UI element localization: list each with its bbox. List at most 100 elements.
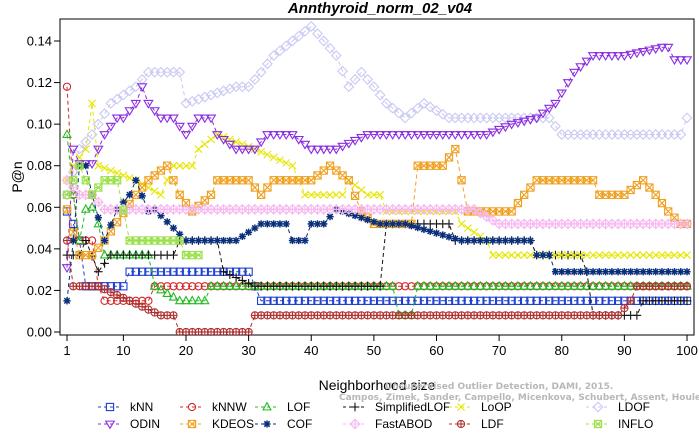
data-point-cof [633, 268, 641, 276]
data-point-cof [157, 212, 165, 220]
x-axis: 1 10 20 30 40 50 60 70 80 90 100 [63, 335, 698, 358]
data-point-knn [131, 267, 141, 276]
data-point-odin [456, 131, 467, 140]
data-point-knn [369, 296, 379, 305]
data-point-cof [614, 268, 622, 276]
data-point-lof [62, 129, 72, 138]
data-point-ldof [543, 112, 555, 124]
data-point-ldof [399, 112, 411, 124]
data-point-cof [457, 236, 466, 245]
data-point-cof [464, 236, 472, 245]
data-point-knn [375, 296, 385, 305]
data-point-kdeos [175, 190, 184, 199]
data-point-loop [620, 251, 629, 260]
data-point-loop [113, 169, 122, 177]
data-point-knnw [188, 282, 197, 291]
data-point-lof [594, 280, 605, 290]
data-point-knn [282, 296, 291, 305]
x-tick-label: 30 [241, 343, 255, 358]
data-point-odin [318, 145, 330, 155]
data-point-cof [238, 232, 246, 240]
x-tick-label: 1 [63, 343, 70, 358]
x-tick-label: 100 [676, 343, 698, 358]
data-point-odin [575, 63, 586, 73]
data-point-ldof [550, 120, 561, 132]
data-point-cof [263, 220, 272, 228]
data-point-ldof [418, 97, 430, 109]
data-point-ldof [224, 83, 236, 95]
data-point-lof [181, 295, 191, 305]
data-point-lof [80, 203, 91, 213]
data-point-loop [614, 251, 623, 260]
data-point-lof [606, 280, 617, 290]
data-point-ldof [355, 66, 367, 78]
data-point-cof [520, 236, 528, 245]
data-point-loop [106, 166, 115, 175]
data-point-odin [399, 131, 411, 140]
data-point-kdeos [131, 190, 141, 199]
data-point-kdeos [645, 183, 654, 192]
data-point-cof [226, 236, 234, 245]
x-tick-label: 90 [617, 343, 631, 358]
data-point-knn [344, 296, 353, 305]
data-point-ldof [180, 97, 192, 109]
data-point-lof [168, 291, 179, 301]
data-point-knn [325, 296, 335, 305]
data-point-kdeos [112, 218, 122, 227]
data-point-ldof [675, 129, 687, 140]
data-point-lof [193, 295, 204, 305]
data-point-odin [99, 131, 110, 140]
legend-swatch-marker [105, 402, 115, 412]
data-point-simplifiedlof [375, 281, 385, 291]
data-point-loop [307, 190, 316, 199]
y-axis: 0.00 0.02 0.04 0.06 0.08 0.10 0.12 0.14 [27, 34, 60, 340]
data-point-odin [324, 145, 336, 155]
data-point-knn [181, 267, 191, 276]
data-point-kdeos [350, 191, 360, 201]
data-point-loop [507, 251, 516, 260]
data-point-loop [457, 219, 466, 228]
legend-swatch-marker [457, 403, 465, 411]
data-point-odin [249, 145, 261, 155]
data-point-ldf [626, 296, 635, 305]
data-point-kdeos [507, 207, 516, 216]
data-point-odin [143, 99, 154, 109]
data-point-cof [639, 268, 647, 276]
data-point-knn [263, 296, 272, 305]
data-point-odin [556, 89, 568, 99]
data-point-cof [270, 220, 278, 228]
data-point-cof [570, 268, 578, 276]
data-point-loop [88, 99, 97, 108]
data-point-knn [350, 296, 360, 305]
data-point-loop [338, 190, 347, 199]
data-point-cof [251, 224, 259, 232]
data-point-loop [557, 251, 566, 260]
data-point-simplifiedlof [238, 276, 247, 285]
data-point-loop [495, 251, 504, 260]
data-point-kdeos [438, 161, 447, 170]
data-point-kdeos [62, 205, 72, 214]
legend-swatch-marker [187, 402, 197, 412]
data-point-odin [531, 114, 542, 124]
data-point-odin [155, 114, 167, 124]
data-point-lof [481, 280, 492, 290]
data-point-cof [539, 251, 547, 259]
data-point-cof [608, 268, 616, 276]
data-point-odin [349, 136, 361, 146]
data-point-simplifiedlof [231, 273, 241, 282]
data-point-cof [370, 218, 378, 226]
data-point-cof [213, 236, 221, 245]
data-point-fastabod [468, 203, 480, 215]
data-point-cof [489, 236, 497, 245]
data-point-loop [269, 153, 278, 162]
data-point-odin [118, 114, 129, 124]
data-point-cof [445, 233, 453, 241]
data-point-cof [645, 268, 654, 276]
data-point-knn [294, 296, 303, 305]
data-point-odin [111, 114, 123, 124]
data-point-ldof [124, 85, 136, 97]
legend-swatch-marker [187, 419, 197, 429]
data-point-kdeos [344, 176, 353, 185]
data-point-ldof [405, 107, 417, 119]
